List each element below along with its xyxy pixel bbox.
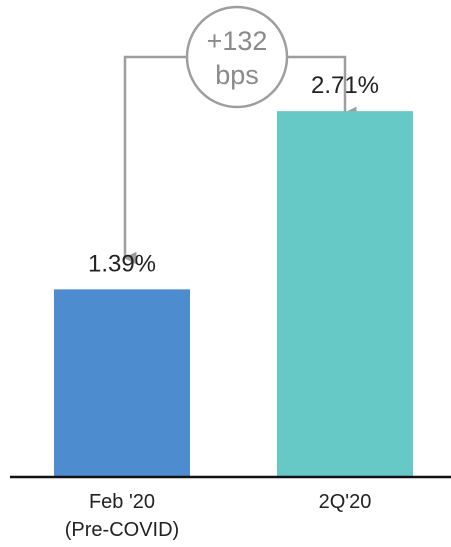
category-label-line: 2Q'20 [319, 491, 372, 513]
annotation-delta-unit: bps [215, 60, 259, 90]
annotation-bracket-right [287, 55, 357, 120]
category-label-2q-20: 2Q'20 [319, 491, 372, 513]
bar-feb-20 [54, 289, 190, 477]
category-label-line: Feb '20 [89, 491, 155, 513]
data-label-feb-20: 1.39% [88, 250, 156, 277]
data-label-2q-20: 2.71% [311, 72, 379, 99]
annotation-circle [185, 5, 289, 109]
annotation-bracket-left [123, 55, 187, 265]
annotation-delta-value: +132 [207, 26, 268, 56]
bar-2q-20 [277, 111, 413, 478]
category-label-line: (Pre-COVID) [65, 519, 179, 541]
category-label-feb-20: Feb '20 (Pre-COVID) [65, 491, 179, 541]
